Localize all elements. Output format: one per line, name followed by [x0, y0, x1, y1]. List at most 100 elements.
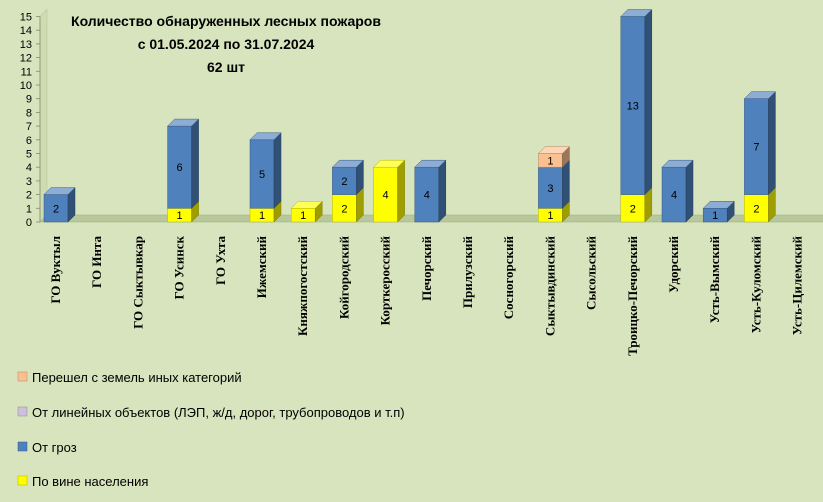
data-label: 7	[753, 142, 759, 154]
data-label: 2	[341, 203, 347, 215]
category-label: Койгородский	[336, 236, 351, 320]
legend-label: По вине населения	[32, 474, 148, 489]
bar-top	[414, 159, 447, 168]
category-label: Сыктывдинский	[542, 235, 557, 336]
bar-segment: 13	[620, 8, 653, 196]
bar-top	[620, 9, 653, 17]
legend: Перешел с земель иных категорий От линейн…	[17, 370, 405, 489]
y-tick-label: 10	[20, 80, 32, 92]
data-label: 1	[177, 210, 183, 222]
bar-top	[331, 159, 365, 168]
legend-label: Перешел с земель иных категорий	[32, 370, 242, 385]
data-label: 2	[53, 203, 59, 215]
y-tick-label: 6	[26, 135, 32, 147]
data-label: 1	[300, 210, 306, 222]
data-label: 2	[630, 203, 636, 215]
legend-item: От гроз	[17, 440, 77, 455]
y-tick-label: 3	[26, 176, 32, 188]
bar-segment: 1	[702, 200, 735, 223]
side-wall	[39, 8, 48, 223]
bar-top	[166, 118, 200, 127]
y-tick-label: 9	[26, 94, 32, 106]
bar-segment: 4	[372, 159, 406, 223]
bar-top	[290, 201, 323, 209]
y-tick-label: 0	[26, 217, 32, 229]
bar-front	[167, 125, 192, 209]
bar-segment: 6	[166, 118, 200, 209]
bar-segment: 2	[744, 186, 776, 223]
category-label: ГО Вуктыл	[48, 236, 63, 304]
bar-top	[702, 201, 735, 209]
bar-front	[744, 98, 769, 195]
bar-side	[685, 159, 694, 223]
bar-top	[537, 146, 571, 154]
bar-top	[661, 159, 694, 168]
data-label: 13	[627, 101, 639, 113]
legend-swatch	[17, 371, 28, 382]
bar-top	[372, 159, 406, 168]
bar-side	[397, 159, 405, 223]
category-label: Усть-Вымский	[707, 235, 722, 323]
category-label: Княжпогостский	[295, 236, 310, 337]
bar-front	[620, 16, 646, 195]
bar-top	[743, 91, 777, 99]
legend-item: Перешел с земель иных категорий	[17, 370, 242, 385]
y-tick-label: 14	[20, 25, 32, 37]
category-label: Ижемский	[254, 235, 269, 298]
y-tick-label: 5	[26, 149, 32, 161]
bar-segment: 1	[290, 200, 323, 223]
data-label: 2	[753, 203, 759, 215]
data-label: 3	[547, 183, 553, 195]
category-label: ГО Сыктывкар	[130, 236, 145, 329]
y-tick-label: 8	[26, 107, 32, 119]
legend-label: От линейных объектов (ЛЭП, ж/д, дорог, т…	[32, 405, 405, 420]
bar-front	[744, 194, 769, 223]
bar-side	[191, 118, 199, 209]
data-label: 4	[671, 190, 677, 202]
y-tick-label: 12	[20, 53, 32, 65]
category-label: ГО Инта	[89, 236, 104, 288]
legend-swatch	[17, 406, 28, 417]
bar-segment: 2	[43, 186, 76, 223]
category-label: ГО Ухта	[213, 236, 228, 286]
data-label: 5	[259, 169, 265, 181]
title-line: с 01.05.2024 по 31.07.2024	[138, 36, 315, 52]
bar-segment: 1	[537, 145, 571, 168]
legend-item: От линейных объектов (ЛЭП, ж/д, дорог, т…	[17, 405, 405, 420]
category-label: Усть-Цилемский	[790, 235, 805, 335]
category-label: Печорский	[419, 236, 434, 301]
legend-item: По вине населения	[17, 474, 148, 489]
category-label: Прилузский	[460, 235, 475, 308]
bar-segment: 7	[743, 91, 777, 196]
legend-swatch	[17, 441, 28, 452]
data-label: 4	[383, 190, 389, 202]
category-label: Сосногорский	[501, 235, 516, 319]
bar-front	[620, 194, 646, 223]
legend-swatch	[17, 475, 28, 486]
category-label: Троицко-Печорский	[625, 236, 640, 356]
data-label: 2	[341, 176, 347, 188]
bar-segment: 2	[620, 186, 653, 223]
category-label: Усть-Куломский	[748, 235, 763, 333]
bar-top	[249, 132, 282, 141]
data-label: 1	[712, 210, 718, 222]
bar-side	[273, 132, 282, 209]
bar-segment: 1	[249, 200, 282, 223]
category-label: ГО Усинск	[172, 236, 187, 300]
y-tick-label: 11	[21, 66, 32, 78]
bar-segment: 4	[661, 159, 694, 223]
bar-side	[438, 159, 447, 223]
bar-side	[562, 159, 570, 209]
category-labels-layer: ГО Вуктыл ГО Инта ГО Сыктывкар ГО Усинск ГО …	[48, 235, 805, 355]
bar-segment: 1	[167, 200, 199, 223]
y-tick-label: 13	[20, 39, 32, 51]
data-label: 4	[424, 190, 430, 202]
data-label: 1	[547, 155, 553, 167]
title-line: Количество обнаруженных лесных пожаров	[71, 13, 381, 29]
bar-segment: 4	[414, 159, 447, 223]
category-label: Удорский	[666, 235, 681, 292]
bar-segment: 5	[249, 132, 282, 209]
